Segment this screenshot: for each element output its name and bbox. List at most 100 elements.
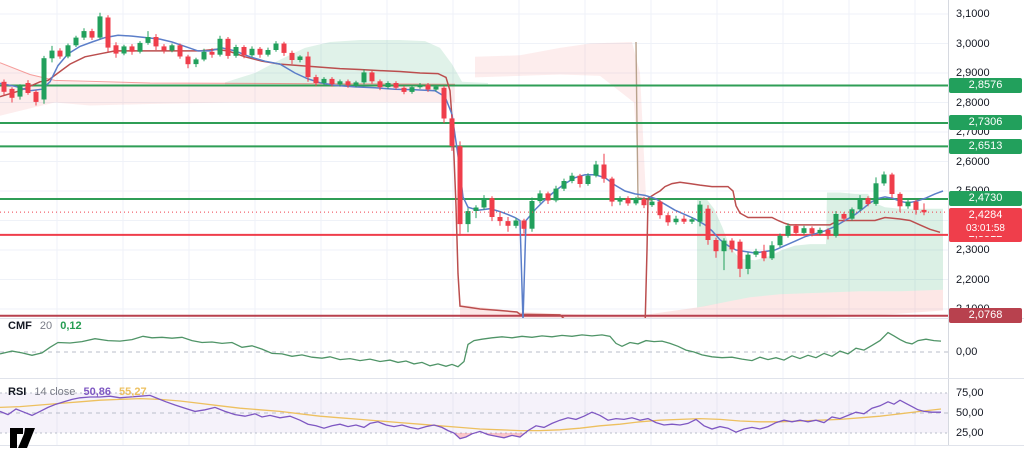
candle-body xyxy=(297,56,303,60)
candle-body xyxy=(49,50,55,59)
candle-body xyxy=(705,208,711,240)
candle-body xyxy=(417,84,423,88)
candle-body xyxy=(273,43,279,50)
candle-body xyxy=(121,46,127,54)
tradingview-logo-icon xyxy=(10,428,35,448)
candle-body xyxy=(521,220,527,229)
price-axis-label: 2,6000 xyxy=(956,155,990,168)
candle-body xyxy=(409,87,415,92)
cmf-pane[interactable] xyxy=(0,331,948,368)
candle-body xyxy=(785,225,791,236)
candle-body xyxy=(585,175,591,184)
tradingview-logo[interactable] xyxy=(10,426,46,450)
candle-body xyxy=(561,181,567,189)
candle-body xyxy=(233,47,239,56)
candle-body xyxy=(185,56,191,65)
candle-body xyxy=(25,83,31,93)
candle-body xyxy=(793,225,799,233)
candle-body xyxy=(721,240,727,252)
candle-body xyxy=(313,77,319,83)
price-level-badge-green: 2,6513 xyxy=(949,138,1022,154)
candle-body xyxy=(865,198,871,204)
candle-body xyxy=(601,164,607,179)
candle-body xyxy=(569,175,575,181)
time-axis-separator xyxy=(0,445,1024,446)
candle-body xyxy=(697,204,703,222)
price-axis-label: 2,8000 xyxy=(956,96,990,109)
candle-body xyxy=(249,48,255,56)
candle-body xyxy=(393,83,399,88)
candle-body xyxy=(881,174,887,184)
price-axis-label: 2,2000 xyxy=(956,273,990,286)
countdown-timer: 03:01:58 xyxy=(966,223,1005,235)
candle-body xyxy=(633,198,639,204)
price-level-badge-green: 2,4730 xyxy=(949,191,1022,207)
candle-body xyxy=(209,51,215,55)
candle-body xyxy=(369,72,375,82)
candle-body xyxy=(289,52,295,60)
candle-body xyxy=(665,215,671,223)
price-axis-label: 3,1000 xyxy=(956,8,990,20)
candle-body xyxy=(449,118,455,147)
candle-body xyxy=(385,83,391,88)
candle-body xyxy=(713,240,719,252)
ichimoku-cloud-green-right xyxy=(697,192,943,308)
candle-body xyxy=(889,174,895,194)
candle-body xyxy=(153,37,159,47)
rsi-legend-value2: 55,27 xyxy=(119,386,147,398)
candle-body xyxy=(73,37,79,46)
candle-body xyxy=(593,164,599,176)
candle-body xyxy=(625,198,631,204)
price-pane[interactable] xyxy=(0,12,948,329)
candle-body xyxy=(761,251,767,259)
rsi-line xyxy=(0,394,941,440)
rsi-pane[interactable] xyxy=(0,392,948,440)
price-axis-label: 2,3000 xyxy=(956,244,990,256)
candle-body xyxy=(473,207,479,211)
ichimoku-cloud-pink-left xyxy=(0,62,455,116)
rsi-legend-param: 14 close xyxy=(34,386,76,398)
candle-body xyxy=(689,219,695,222)
candle-body xyxy=(553,188,559,201)
candle-body xyxy=(897,193,903,207)
candle-body xyxy=(321,78,327,83)
candle-body xyxy=(873,183,879,204)
candle-body xyxy=(729,240,735,250)
price-axis-separator xyxy=(948,0,949,446)
cmf-legend-value: 0,12 xyxy=(60,320,82,332)
pane-separator-cmf[interactable] xyxy=(0,318,1024,319)
candle-body xyxy=(281,43,287,53)
candle-body xyxy=(457,146,463,225)
candle-body xyxy=(641,198,647,206)
candle-body xyxy=(145,37,151,43)
candle-body xyxy=(809,228,815,234)
candle-body xyxy=(337,81,343,85)
price-level-badge-red: 2,0768 xyxy=(949,308,1022,324)
candle-body xyxy=(345,81,351,86)
candle-body xyxy=(609,178,615,202)
candle-body xyxy=(193,59,199,65)
candle-body xyxy=(537,193,543,202)
pane-separator-rsi[interactable] xyxy=(0,378,1024,379)
candle-body xyxy=(161,46,167,51)
candle-body xyxy=(921,209,927,213)
candle-body xyxy=(577,175,583,184)
price-level-badge-green: 2,8576 xyxy=(949,78,1022,93)
candle-body xyxy=(33,91,39,102)
rsi-legend-value1: 50,86 xyxy=(83,386,111,398)
chart-canvas[interactable] xyxy=(0,0,948,446)
candle-body xyxy=(41,58,47,100)
rsi-legend[interactable]: RSI 14 close 50,86 55,27 xyxy=(8,386,147,398)
cmf-legend[interactable]: CMF 20 0,12 xyxy=(8,320,82,332)
candle-body xyxy=(513,220,519,226)
rsi-axis-label: 75,00 xyxy=(956,387,984,399)
price-level-badge-green: 2,7306 xyxy=(949,115,1022,131)
rsi-axis-label: 50,00 xyxy=(956,407,984,419)
candle-body xyxy=(489,198,495,217)
candle-body xyxy=(801,228,807,233)
candle-body xyxy=(265,50,271,55)
candle-body xyxy=(217,38,223,55)
candle-body xyxy=(113,45,119,54)
candle-body xyxy=(433,86,439,90)
